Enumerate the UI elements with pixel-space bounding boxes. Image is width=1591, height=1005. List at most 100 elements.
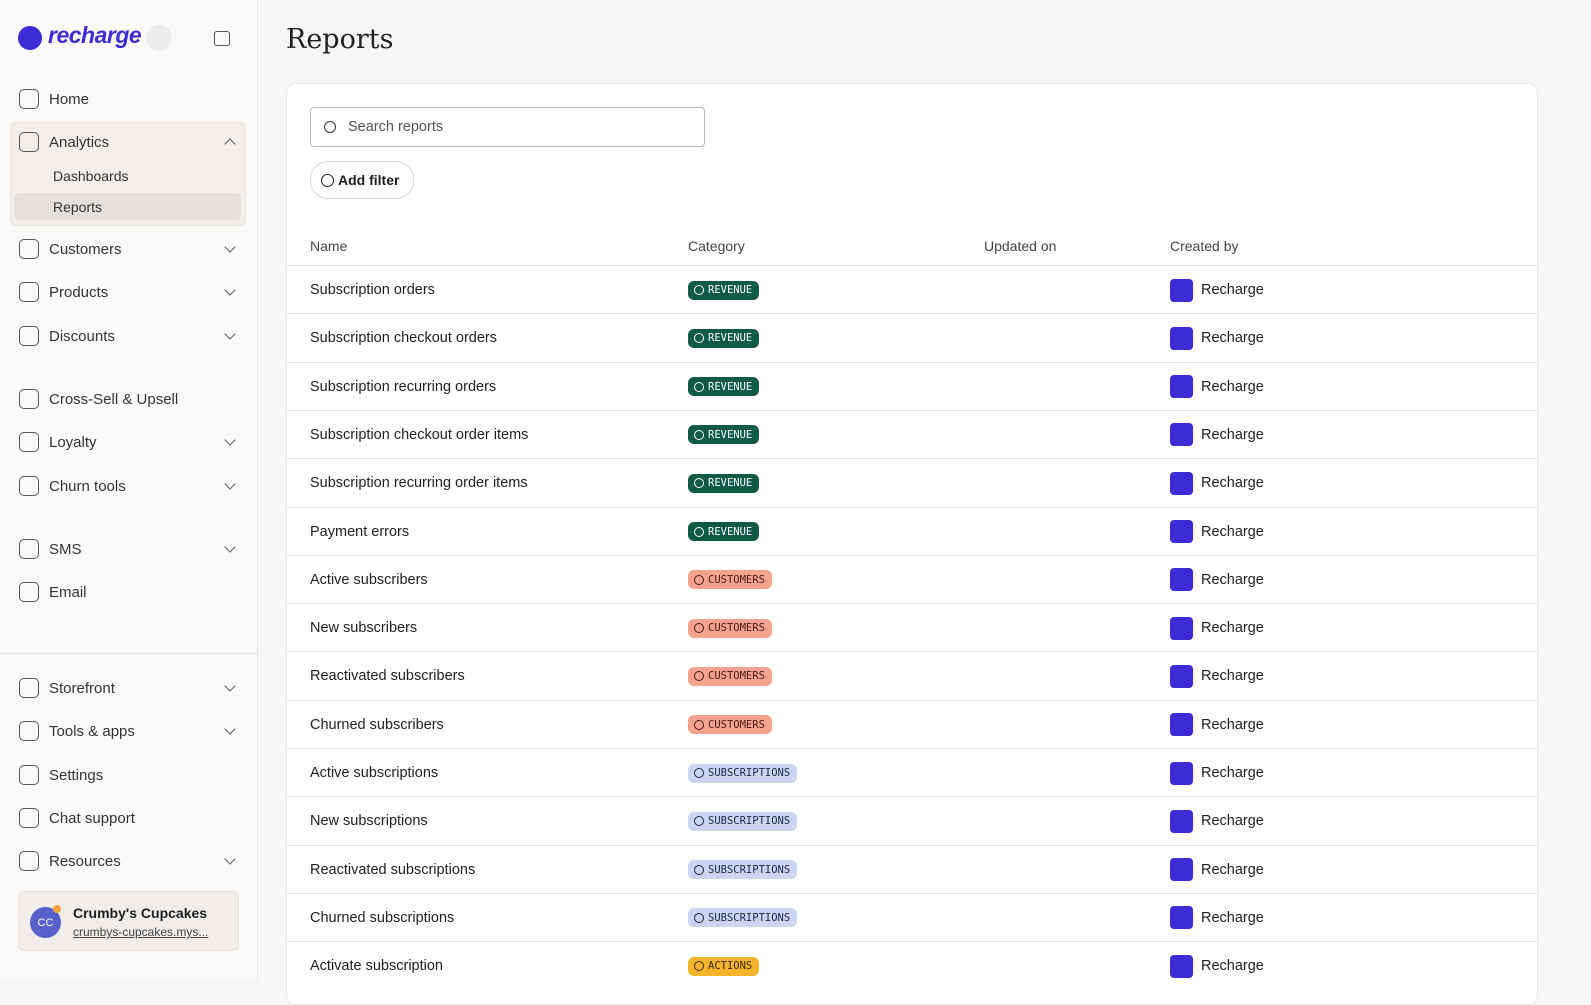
table-row[interactable]: Subscription orders REVENUE Recharge (287, 265, 1537, 314)
badge-label: REVENUE (708, 284, 753, 296)
category-cell: ACTIONS (688, 942, 760, 990)
nav-icon (19, 89, 39, 109)
nav-item[interactable]: Settings (10, 760, 244, 790)
column-header[interactable]: Name (310, 238, 348, 254)
nav-label: Analytics (49, 133, 110, 151)
badge-icon (694, 719, 704, 730)
created-by: Recharge (1170, 363, 1264, 411)
created-by: Recharge (1170, 508, 1264, 556)
category-badge: CUSTOMERS (688, 715, 772, 735)
report-name: Payment errors (310, 523, 410, 540)
table-row[interactable]: Subscription recurring orders REVENUE Rech… (287, 361, 1537, 411)
nav-item[interactable]: Resources (10, 846, 244, 876)
category-badge: REVENUE (688, 425, 760, 445)
category-badge: CUSTOMERS (688, 570, 772, 590)
badge-label: REVENUE (708, 380, 753, 393)
nav-icon (19, 432, 39, 452)
column-header[interactable]: Category (688, 238, 745, 254)
table-row[interactable]: New subscribers CUSTOMERS Recharge (287, 603, 1537, 652)
nav-item[interactable]: Analytics (10, 127, 244, 157)
table-row[interactable]: Churned subscriptions SUBSCRIPTIONS Rechar… (287, 892, 1537, 942)
created-by: Recharge (1170, 652, 1264, 700)
badge-label: SUBSCRIPTIONS (708, 767, 791, 779)
badge-label: CUSTOMERS (708, 573, 765, 586)
created-by: Recharge (1170, 894, 1264, 942)
category-badge: REVENUE (688, 473, 760, 493)
creator-logo (1170, 520, 1193, 543)
category-cell: CUSTOMERS (688, 652, 772, 700)
nav-label: Chat support (49, 809, 135, 827)
creator-logo (1170, 568, 1193, 592)
nav-label: Products (49, 283, 109, 301)
table-row[interactable]: New subscriptions SUBSCRIPTIONS Recharge (287, 796, 1537, 845)
table-row[interactable]: Subscription checkout orders REVENUE Recha… (287, 313, 1537, 362)
nav-item[interactable]: Chat support (10, 803, 244, 833)
account-switcher[interactable]: CC Crumby's Cupcakes crumbys-cupcakes.my… (18, 891, 239, 951)
category-badge: REVENUE (688, 522, 760, 541)
nav-item[interactable]: Storefront (10, 673, 244, 703)
nav-label: Loyalty (49, 433, 97, 451)
badge-icon (694, 478, 704, 489)
nav-icon (19, 765, 39, 785)
table-row[interactable]: Churned subscribers CUSTOMERS Recharge (287, 699, 1537, 749)
nav-chevron (224, 241, 236, 253)
nav-item[interactable]: Tools & apps (10, 716, 244, 746)
badge-label: SUBSCRIPTIONS (708, 911, 791, 924)
category-cell: REVENUE (688, 508, 760, 556)
column-header[interactable]: Created by (1170, 238, 1239, 254)
add-filter-button[interactable]: Add filter (310, 161, 415, 199)
nav-item[interactable]: Email (10, 577, 244, 607)
subnav-item[interactable]: Dashboards (53, 167, 129, 184)
account-name: Crumby's Cupcakes (73, 905, 208, 921)
badge-label: CUSTOMERS (708, 670, 765, 683)
table-row[interactable]: Activate subscription ACTIONS Recharge (287, 941, 1537, 990)
creator-logo (1170, 375, 1193, 399)
nav-item[interactable]: Discounts (10, 321, 244, 351)
nav-item[interactable]: Customers (10, 234, 244, 264)
table-row[interactable]: Reactivated subscribers CUSTOMERS Recharge (287, 651, 1537, 700)
table-row[interactable]: Reactivated subscriptions SUBSCRIPTIONS Re… (287, 844, 1537, 894)
category-cell: REVENUE (688, 411, 760, 459)
report-name: Reactivated subscriptions (310, 861, 476, 878)
category-cell: CUSTOMERS (688, 701, 772, 749)
brand-name: recharge (48, 22, 142, 48)
nav-label: Email (49, 583, 87, 601)
nav-label: Cross-Sell & Upsell (49, 390, 179, 408)
category-cell: REVENUE (688, 314, 760, 362)
badge-label: ACTIONS (708, 960, 753, 973)
category-badge: SUBSCRIPTIONS (688, 811, 798, 831)
table-row[interactable]: Subscription recurring order items REVENU… (287, 458, 1537, 507)
nav-item[interactable]: Churn tools (10, 471, 244, 501)
sidebar: recharge CC Crumby's Cupcakes crumbys-cu… (0, 0, 258, 981)
creator-logo (1170, 858, 1193, 882)
report-name: Subscription orders (310, 282, 435, 298)
search-input[interactable]: Search reports (310, 107, 705, 147)
category-cell: CUSTOMERS (688, 556, 772, 604)
column-header[interactable]: Updated on (984, 238, 1057, 254)
table-row[interactable]: Payment errors REVENUE Recharge (287, 506, 1537, 556)
creator-name: Recharge (1201, 282, 1264, 298)
creator-logo (1170, 761, 1193, 785)
report-name: Subscription checkout order items (310, 426, 529, 443)
creator-name: Recharge (1201, 426, 1264, 443)
created-by: Recharge (1170, 556, 1264, 604)
table-row[interactable]: Active subscriptions SUBSCRIPTIONS Recharg… (287, 748, 1537, 797)
badge-icon (694, 961, 704, 972)
nav-item[interactable]: Home (10, 84, 244, 114)
nav-item[interactable]: SMS (10, 534, 244, 564)
badge-label: REVENUE (708, 332, 753, 345)
table-row[interactable]: Subscription checkout order items REVENUE… (287, 409, 1537, 459)
creator-logo (1170, 326, 1193, 350)
category-badge: CUSTOMERS (688, 618, 772, 638)
add-filter-label: Add filter (338, 172, 400, 188)
category-cell: SUBSCRIPTIONS (688, 797, 798, 845)
nav-chevron (224, 434, 236, 446)
report-name: Subscription checkout orders (310, 330, 497, 347)
table-row[interactable]: Active subscribers CUSTOMERS Recharge (287, 554, 1537, 604)
badge-icon (694, 429, 704, 440)
subnav-item[interactable]: Reports (14, 193, 241, 220)
collapse-sidebar[interactable] (214, 31, 230, 46)
nav-item[interactable]: Loyalty (10, 427, 244, 457)
nav-item[interactable]: Products (10, 277, 244, 307)
nav-item[interactable]: Cross-Sell & Upsell (10, 384, 244, 414)
